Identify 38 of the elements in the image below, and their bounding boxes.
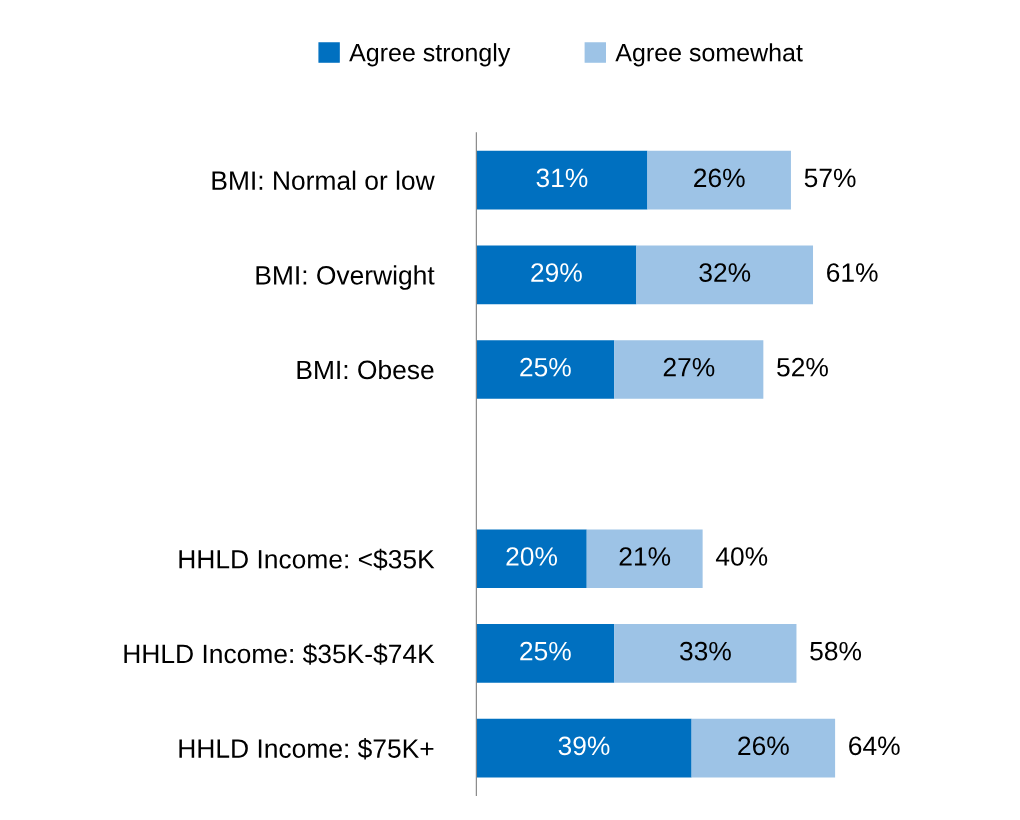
total-label: 58% (810, 641, 862, 661)
y-tick-label: BMI: Obese (297, 359, 434, 380)
y-tick-label: HHLD Income: $35K-$74K (124, 643, 435, 665)
bar (476, 340, 615, 399)
bar (476, 624, 615, 683)
data-label: 27% (663, 357, 715, 377)
data-label: 21% (619, 547, 671, 566)
bar (476, 150, 648, 210)
bar (476, 529, 587, 589)
data-label: 26% (738, 736, 789, 756)
total-label: 61% (827, 263, 878, 282)
data-label: 26% (694, 168, 745, 188)
data-label: 32% (699, 263, 751, 282)
data-label: 33% (679, 641, 731, 661)
data-label: 31% (536, 168, 588, 188)
y-tick-label: BMI: Overwight (256, 265, 435, 290)
total-label: 57% (804, 168, 856, 188)
data-label: 29% (531, 263, 582, 282)
bar (586, 529, 703, 589)
y-tick-label: HHLD Income: $75K+ (179, 738, 434, 760)
data-label: 39% (558, 736, 610, 756)
total-label: 40% (715, 547, 768, 566)
legend-label: Agree strongly (349, 43, 511, 67)
bar (476, 718, 692, 778)
bar (691, 718, 836, 778)
y-tick-label: HHLD Income: <$35K (179, 548, 435, 571)
total-label: 52% (777, 357, 828, 377)
y-tick-label: BMI: Normal or low (212, 170, 435, 190)
total-label: 64% (849, 736, 900, 756)
bar (614, 340, 764, 399)
bar (476, 245, 637, 305)
legend-label: Agree somewhat (615, 43, 803, 67)
bar (647, 150, 791, 210)
data-label: 25% (520, 357, 571, 377)
bar (614, 624, 797, 683)
data-label: 20% (506, 547, 557, 566)
data-label: 25% (520, 641, 571, 661)
bar (636, 245, 814, 305)
